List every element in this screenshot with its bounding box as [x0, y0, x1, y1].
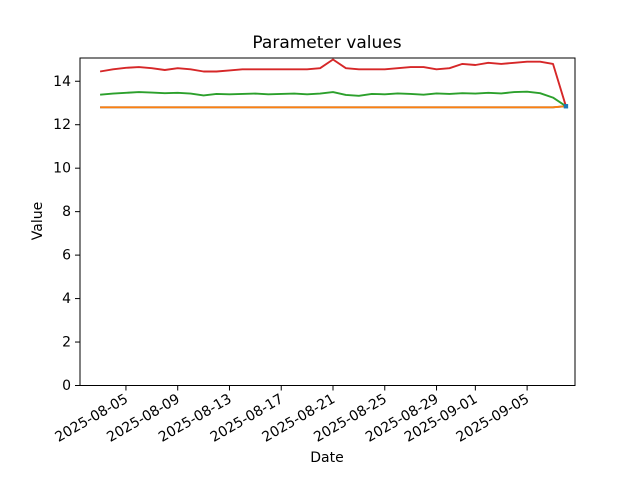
end-point-marker [563, 104, 569, 109]
y-tick-label: 4 [62, 291, 71, 307]
y-axis-ticks: 0 2 4 6 8 10 12 14 [53, 74, 80, 394]
y-tick-label: 10 [53, 161, 71, 177]
series-lines [99, 58, 569, 109]
series-line-orange [100, 105, 566, 109]
y-tick-label: 12 [53, 117, 71, 133]
x-axis-label: Date [310, 450, 343, 466]
plot-area [79, 57, 576, 386]
x-axis-ticks: 2025-08-052025-08-092025-08-132025-08-17… [52, 385, 532, 446]
y-tick-label: 0 [62, 378, 71, 394]
y-tick-label: 14 [53, 74, 71, 90]
y-axis-label: Value [30, 202, 46, 240]
y-tick-label: 2 [62, 335, 71, 351]
y-tick-label: 6 [62, 248, 71, 264]
chart-title: Parameter values [252, 33, 401, 53]
series-line-red [99, 58, 567, 107]
series-line-green [100, 90, 567, 107]
y-tick-label: 8 [62, 204, 71, 220]
